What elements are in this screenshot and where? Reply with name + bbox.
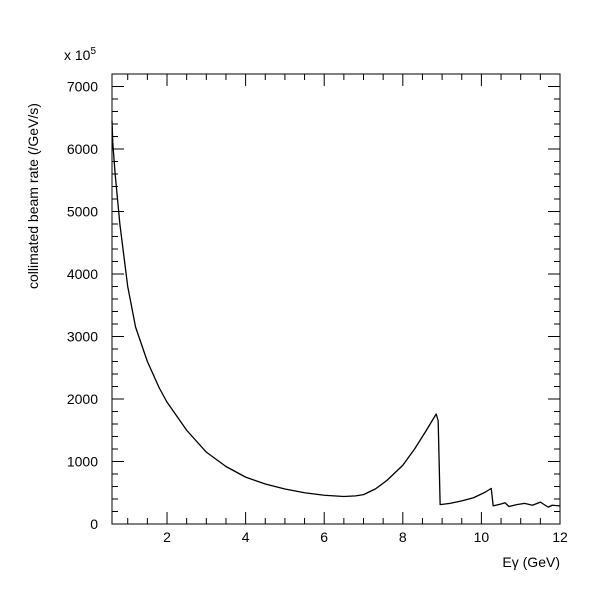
series-layer bbox=[111, 120, 561, 508]
y-tick-label: 7000 bbox=[67, 79, 98, 95]
y-tick-label: 6000 bbox=[67, 141, 98, 157]
x-axis-ticks bbox=[127, 74, 561, 524]
y-tick-label: 5000 bbox=[67, 204, 98, 220]
x-tick-label: 12 bbox=[552, 529, 568, 545]
y-multiplier: x 105 bbox=[64, 46, 96, 63]
y-multiplier-exponent: 5 bbox=[90, 46, 96, 57]
x-tick-label: 10 bbox=[474, 529, 490, 545]
y-tick-label: 0 bbox=[90, 516, 98, 532]
y-tick-label: 2000 bbox=[67, 391, 98, 407]
y-multiplier-base: x 10 bbox=[64, 47, 91, 63]
y-tick-label: 1000 bbox=[67, 454, 98, 470]
x-axis-tick-labels: 2 4 6 8 10 12 bbox=[163, 529, 568, 545]
x-tick-label: 4 bbox=[242, 529, 250, 545]
y-axis-tick-labels: 0 1000 2000 3000 4000 5000 6000 7000 bbox=[67, 79, 98, 533]
x-tick-label: 6 bbox=[320, 529, 328, 545]
x-tick-label: 2 bbox=[163, 529, 171, 545]
plot-frame bbox=[111, 73, 561, 525]
y-axis-title: collimated beam rate (/GeV/s) bbox=[25, 103, 41, 289]
x-axis-title: Eγ (GeV) bbox=[502, 554, 560, 570]
y-tick-label: 4000 bbox=[67, 266, 98, 282]
series-line bbox=[111, 120, 561, 508]
y-axis-ticks bbox=[112, 73, 560, 525]
x-tick-label: 8 bbox=[399, 529, 407, 545]
y-tick-label: 3000 bbox=[67, 329, 98, 345]
